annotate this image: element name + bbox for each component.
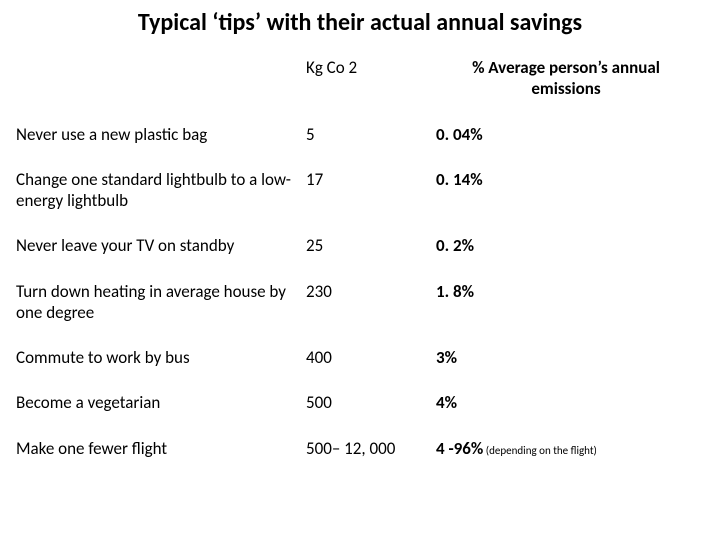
tip-label: Make one fewer flight <box>16 426 306 471</box>
pct-value: 4 -96% (depending on the flight) <box>436 426 696 471</box>
kg-value: 500– 12, 000 <box>306 426 436 471</box>
tip-label: Commute to work by bus <box>16 335 306 380</box>
tip-label: Never use a new plastic bag <box>16 112 306 157</box>
kg-value: 400 <box>306 335 436 380</box>
pct-text: 4 -96% <box>436 438 483 459</box>
tip-label: Change one standard lightbulb to a low-e… <box>16 157 306 224</box>
pct-value: 0. 2% <box>436 223 696 268</box>
pct-value: 1. 8% <box>436 269 696 314</box>
page-title: Typical ‘tips’ with their actual annual … <box>16 8 704 37</box>
kg-value: 5 <box>306 112 436 157</box>
header-blank <box>16 45 306 69</box>
pct-value: 0. 04% <box>436 112 696 157</box>
tip-label: Turn down heating in average house by on… <box>16 269 306 336</box>
kg-value: 25 <box>306 223 436 268</box>
pct-value: 0. 14% <box>436 157 696 202</box>
kg-value: 230 <box>306 269 436 314</box>
pct-value: 3% <box>436 335 696 380</box>
kg-value: 17 <box>306 157 436 202</box>
pct-value: 4% <box>436 380 696 425</box>
header-pct-line2: emissions <box>531 78 600 99</box>
header-kg-co2: Kg Co 2 <box>306 45 436 90</box>
header-pct-emissions: % Average person’s annual emissions <box>436 45 696 112</box>
kg-value: 500 <box>306 380 436 425</box>
pct-note: (depending on the flight) <box>483 444 597 457</box>
tip-label: Never leave your TV on standby <box>16 223 306 268</box>
header-pct-line1: % Average person’s annual <box>472 57 660 78</box>
tip-label: Become a vegetarian <box>16 380 306 425</box>
savings-table: Kg Co 2 % Average person’s annual emissi… <box>16 45 704 471</box>
